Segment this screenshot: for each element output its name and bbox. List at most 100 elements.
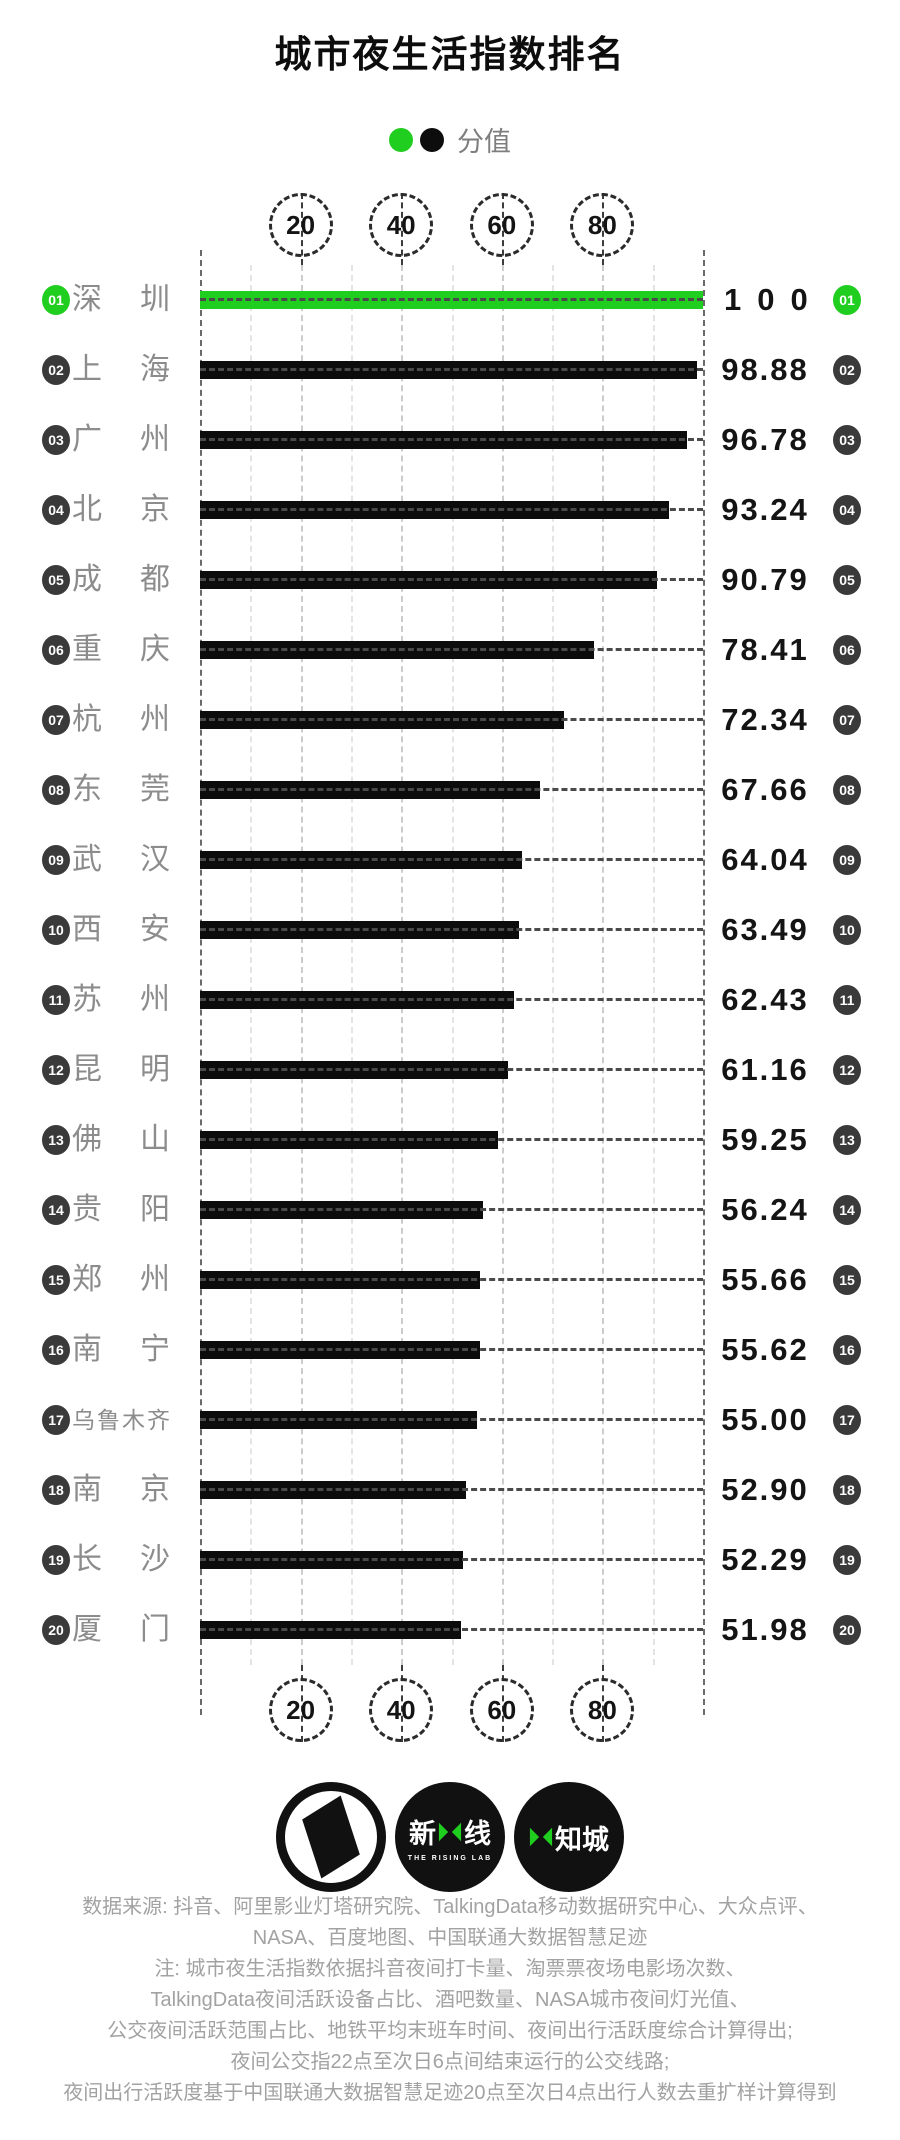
gridline bbox=[300, 265, 303, 1665]
score-value: 52.29 bbox=[721, 1542, 809, 1577]
rank-badge-left: 20 bbox=[42, 1615, 70, 1645]
city-label: 南京 bbox=[72, 1473, 170, 1506]
chart-row: 14 贵阳 56.24 14 bbox=[0, 1175, 900, 1245]
bar-track bbox=[200, 265, 703, 335]
rank-badge-right: 20 bbox=[833, 1615, 861, 1645]
bar-track bbox=[200, 1455, 703, 1525]
bar-track bbox=[200, 615, 703, 685]
rank-badge-left: 13 bbox=[42, 1125, 70, 1155]
bar-track bbox=[200, 965, 703, 1035]
leader-line bbox=[200, 368, 703, 371]
chart-row: 16 南宁 55.62 16 bbox=[0, 1315, 900, 1385]
footer-line: 注: 城市夜生活指数依据抖音夜间打卡量、淘票票夜场电影场次数、 bbox=[154, 1958, 746, 1980]
score-value: 72.34 bbox=[721, 702, 809, 737]
leader-line bbox=[200, 1208, 703, 1211]
legend-black-dot-icon bbox=[420, 127, 444, 152]
bar-track bbox=[200, 1315, 703, 1385]
score-value: 55.66 bbox=[721, 1262, 809, 1297]
footer-line: 公交夜间活跃范围占比、地铁平均末班车时间、夜间出行活跃度综合计算得出; bbox=[107, 2020, 793, 2042]
rank-badge-right: 10 bbox=[833, 915, 861, 945]
chart-row: 07 杭州 72.34 07 bbox=[0, 685, 900, 755]
score-value: 55.62 bbox=[721, 1332, 809, 1367]
leader-line bbox=[200, 298, 703, 301]
chart-row: 12 昆明 61.16 12 bbox=[0, 1035, 900, 1105]
dt-logo-blade-icon bbox=[302, 1795, 360, 1879]
rank-badge-left: 10 bbox=[42, 915, 70, 945]
axis-tick-circle: 20 bbox=[268, 193, 333, 257]
city-label: 长沙 bbox=[72, 1543, 170, 1576]
city-label: 上海 bbox=[72, 353, 170, 386]
chart-row: 01 深圳 100 01 bbox=[0, 265, 900, 335]
score-value: 100 bbox=[724, 282, 824, 317]
chart-row: 06 重庆 78.41 06 bbox=[0, 615, 900, 685]
rank-badge-left: 05 bbox=[42, 565, 70, 595]
score-value: 56.24 bbox=[721, 1192, 809, 1227]
score-value: 67.66 bbox=[721, 772, 809, 807]
rank-badge-right: 17 bbox=[833, 1405, 861, 1435]
rank-badge-left: 03 bbox=[42, 425, 70, 455]
leader-line bbox=[200, 578, 703, 581]
city-label: 贵阳 bbox=[72, 1193, 170, 1226]
rank-badge-left: 15 bbox=[42, 1265, 70, 1295]
score-value: 78.41 bbox=[721, 632, 809, 667]
chart-row: 08 东莞 67.66 08 bbox=[0, 755, 900, 825]
gridline bbox=[451, 265, 454, 1665]
rank-badge-right: 08 bbox=[833, 775, 861, 805]
chart-row: 19 长沙 52.29 19 bbox=[0, 1525, 900, 1595]
leader-line bbox=[200, 1138, 703, 1141]
chart-row: 18 南京 52.90 18 bbox=[0, 1455, 900, 1525]
rank-badge-right: 14 bbox=[833, 1195, 861, 1225]
city-label: 深圳 bbox=[72, 283, 170, 316]
rising-lab-cn-right: 线 bbox=[464, 1819, 491, 1849]
rank-badge-right: 16 bbox=[833, 1335, 861, 1365]
bar-track bbox=[200, 405, 703, 475]
score-value: 52.90 bbox=[721, 1472, 809, 1507]
chart-row: 10 西安 63.49 10 bbox=[0, 895, 900, 965]
leader-line bbox=[200, 1488, 703, 1491]
leader-line bbox=[200, 998, 703, 1001]
rank-badge-right: 09 bbox=[833, 845, 861, 875]
rank-badge-left: 02 bbox=[42, 355, 70, 385]
gridline bbox=[350, 265, 353, 1665]
rising-lab-logo: 新 线 THE RISING LAB bbox=[395, 1782, 505, 1892]
rank-badge-left: 14 bbox=[42, 1195, 70, 1225]
leader-line bbox=[200, 1628, 703, 1631]
bar-track bbox=[200, 335, 703, 405]
page-title: 城市夜生活指数排名 bbox=[274, 34, 626, 75]
legend-green-dot-icon bbox=[389, 127, 413, 152]
chart-row: 02 上海 98.88 02 bbox=[0, 335, 900, 405]
rank-badge-left: 08 bbox=[42, 775, 70, 805]
axis-tick-circle: 60 bbox=[469, 193, 534, 257]
chart-row: 17 乌鲁木齐 55.00 17 bbox=[0, 1385, 900, 1455]
score-value: 51.98 bbox=[721, 1612, 809, 1647]
rank-badge-right: 06 bbox=[833, 635, 861, 665]
score-value: 93.24 bbox=[721, 492, 809, 527]
bar-track bbox=[200, 1525, 703, 1595]
score-value: 64.04 bbox=[721, 842, 809, 877]
leader-line bbox=[200, 1348, 703, 1351]
legend-label: 分值 bbox=[457, 127, 511, 157]
axis-tick-circle: 80 bbox=[570, 1678, 635, 1742]
rank-badge-left: 09 bbox=[42, 845, 70, 875]
gridline bbox=[602, 265, 605, 1665]
zhicheng-glyph-icon bbox=[529, 1827, 553, 1847]
leader-line bbox=[200, 858, 703, 861]
legend: 分值 bbox=[0, 120, 900, 159]
city-label: 郑州 bbox=[72, 1263, 170, 1296]
chart-row: 05 成都 90.79 05 bbox=[0, 545, 900, 615]
bar-track bbox=[200, 895, 703, 965]
rising-lab-glyph-icon bbox=[438, 1822, 462, 1841]
bar-track bbox=[200, 1105, 703, 1175]
footer-line: 夜间公交指22点至次日6点间结束运行的公交线路; bbox=[230, 2051, 670, 2073]
city-label: 武汉 bbox=[72, 843, 170, 876]
bar-track bbox=[200, 1385, 703, 1455]
gridline bbox=[703, 250, 705, 1715]
rank-badge-right: 05 bbox=[833, 565, 861, 595]
city-label: 南宁 bbox=[72, 1333, 170, 1366]
rank-badge-right: 11 bbox=[833, 985, 861, 1015]
footer-line: TalkingData夜间活跃设备占比、酒吧数量、NASA城市夜间灯光值、 bbox=[150, 1989, 750, 2011]
dt-finance-logo-icon bbox=[276, 1782, 386, 1892]
rank-badge-right: 12 bbox=[833, 1055, 861, 1085]
gridline bbox=[652, 265, 655, 1665]
